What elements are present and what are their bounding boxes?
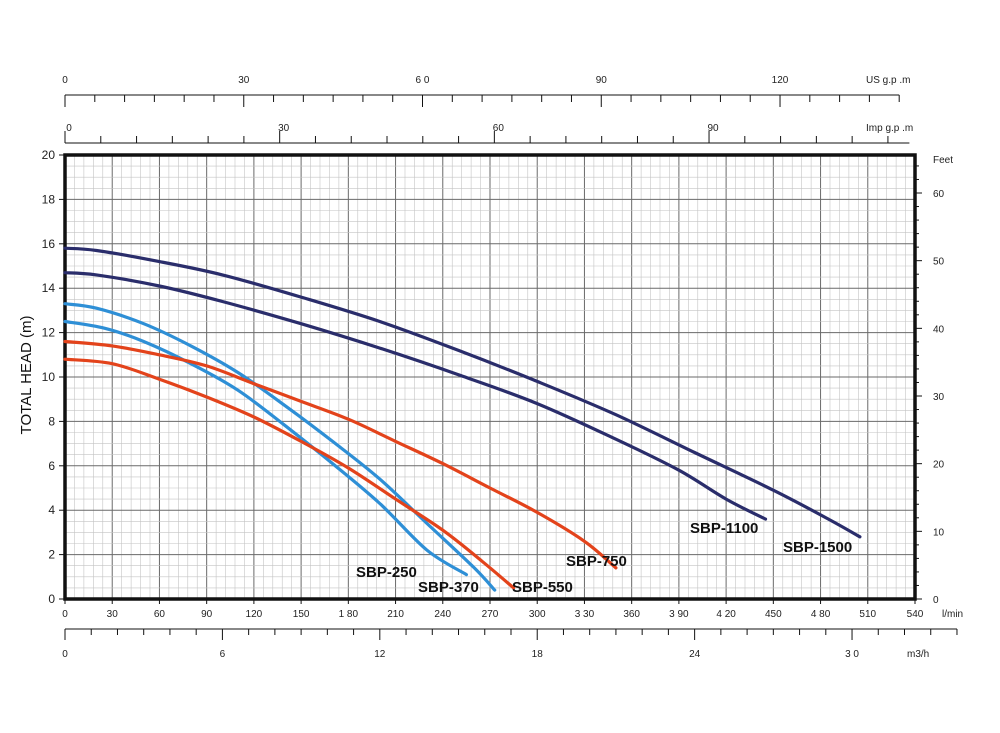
- series-line-sbp-550: [63, 357, 516, 590]
- series-label-sbp-370: SBP-370: [418, 579, 479, 596]
- m3h-tick-label: 12: [374, 649, 386, 660]
- impgpm-tick-label: 60: [493, 123, 505, 134]
- x-tick-label: 450: [765, 609, 782, 620]
- x-tick-label: 120: [246, 609, 263, 620]
- series-line-sbp-1100: [63, 271, 768, 521]
- feet-tick-label: 0: [933, 595, 939, 606]
- usgpm-tick-label: 120: [772, 75, 789, 86]
- m3h-axis: 0 6 12 18 24 3 0: [62, 628, 958, 660]
- usgpm-tick-label: 30: [238, 75, 250, 86]
- plot-grid: [64, 154, 916, 600]
- m3h-tick-label: 0: [62, 649, 68, 660]
- feet-axis-ticks: 0 10 20 30 40 50 60: [915, 165, 945, 606]
- feet-tick-label: 50: [933, 257, 945, 268]
- x-tick-label: 360: [623, 609, 640, 620]
- m3h-tick-label: 18: [532, 649, 544, 660]
- series-label-sbp-250: SBP-250: [356, 564, 417, 581]
- x-axis-ticks: 0 30 60 90 120 150 1 80 210 240 270 300 3 30 360 3 90…: [62, 599, 924, 620]
- impgpm-tick-label: 0: [66, 123, 72, 134]
- feet-tick-label: 10: [933, 527, 945, 538]
- y-tick-label: 2: [48, 548, 55, 562]
- usgpm-axis-unit: US g.p .m: [866, 75, 910, 86]
- usgpm-tick-label: 90: [596, 75, 608, 86]
- impgpm-tick-label: 30: [278, 123, 290, 134]
- impgpm-axis-unit: Imp g.p .m: [866, 123, 913, 134]
- usgpm-tick-label: 6 0: [416, 75, 430, 86]
- y-tick-label: 6: [48, 459, 55, 473]
- y-tick-label: 20: [42, 148, 56, 162]
- series-label-sbp-550: SBP-550: [512, 579, 573, 596]
- x-tick-label: 540: [907, 609, 924, 620]
- y-axis-ticks: 0 2 4 6 8 10 12 14 16 18 20: [42, 148, 65, 606]
- feet-tick-label: 30: [933, 392, 945, 403]
- m3h-tick-label: 3 0: [845, 649, 859, 660]
- series-line-sbp-750: [63, 339, 618, 570]
- x-tick-label: 30: [107, 609, 119, 620]
- x-tick-label: 60: [154, 609, 166, 620]
- x-tick-label: 1 80: [339, 609, 359, 620]
- feet-tick-label: 20: [933, 460, 945, 471]
- x-tick-label: 90: [201, 609, 213, 620]
- series-curves: [63, 246, 862, 592]
- x-axis-unit: l/min: [942, 609, 963, 620]
- series-label-sbp-1500: SBP-1500: [783, 539, 852, 556]
- x-tick-label: 210: [387, 609, 404, 620]
- x-tick-label: 510: [859, 609, 876, 620]
- feet-tick-label: 60: [933, 189, 945, 200]
- y-tick-label: 14: [42, 281, 56, 295]
- x-tick-label: 300: [529, 609, 546, 620]
- y-tick-label: 4: [48, 503, 55, 517]
- x-tick-label: 150: [293, 609, 310, 620]
- y-tick-label: 18: [42, 192, 56, 206]
- series-line-sbp-1500: [63, 246, 862, 539]
- impgpm-tick-label: 90: [707, 123, 719, 134]
- series-label-sbp-750: SBP-750: [566, 553, 627, 570]
- x-tick-label: 4 80: [811, 609, 831, 620]
- m3h-axis-unit: m3/h: [907, 649, 929, 660]
- x-tick-label: 0: [62, 609, 68, 620]
- y-axis-title: TOTAL HEAD (m): [18, 316, 35, 435]
- series-label-sbp-1100: SBP-1100: [690, 520, 758, 537]
- x-tick-label: 270: [482, 609, 499, 620]
- y-tick-label: 8: [48, 414, 55, 428]
- series-line-sbp-250: [63, 319, 468, 577]
- x-tick-label: 3 30: [575, 609, 595, 620]
- y-tick-label: 16: [42, 237, 56, 251]
- y-tick-label: 0: [48, 592, 55, 606]
- series-line-sbp-370: [63, 302, 497, 592]
- x-tick-label: 240: [434, 609, 451, 620]
- y-tick-label: 12: [42, 326, 56, 340]
- x-tick-label: 3 90: [669, 609, 689, 620]
- m3h-tick-label: 6: [220, 649, 226, 660]
- feet-tick-label: 40: [933, 324, 945, 335]
- feet-axis-unit: Feet: [933, 155, 953, 166]
- x-tick-label: 4 20: [716, 609, 736, 620]
- y-tick-label: 10: [42, 370, 56, 384]
- m3h-tick-label: 24: [689, 649, 701, 660]
- usgpm-tick-label: 0: [62, 75, 68, 86]
